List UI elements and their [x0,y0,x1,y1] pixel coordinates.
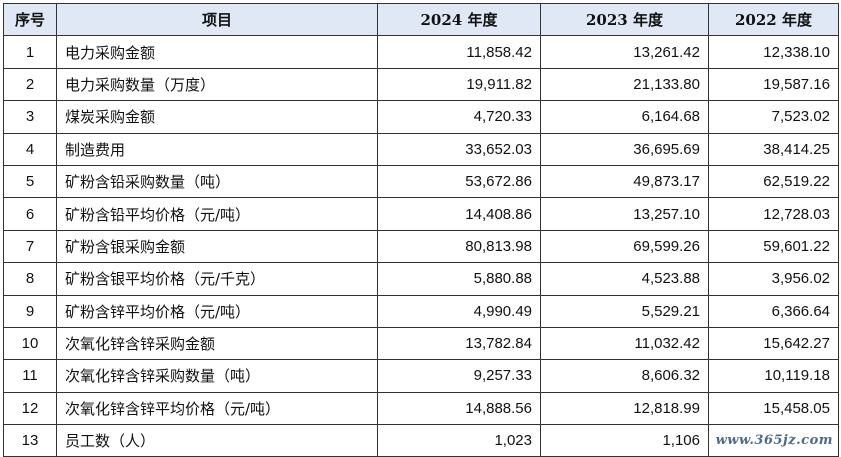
row-2022-cell: 7,523.02 [708,100,839,134]
row-2024-cell: 19,911.82 [377,67,541,102]
table-row: 2 电力采购数量（万度） 19,911.82 21,133.80 19,587.16 [3,67,839,102]
table-row: 12 次氧化锌含锌平均价格（元/吨） 14,888.56 12,818.99 15,45… [3,391,839,426]
row-2024-cell: 13,782.84 [377,326,541,361]
table-row: 8 矿粉含银平均价格（元/千克） 5,880.88 4,523.88 3,956.02 [3,262,839,296]
row-seq-cell: 6 [3,197,57,231]
table-row: 11 次氧化锌含锌采购数量（吨） 9,257.33 8,606.32 10,119.18 [3,359,839,393]
row-seq-cell: 11 [3,359,57,393]
row-2023-cell: 1,106 [540,424,709,457]
table-body: 1 电力采购金额 11,858.42 13,261.42 12,338.10 2 电力采购数… [3,35,839,457]
row-seq-cell: 7 [3,229,57,264]
row-2024-cell: 14,888.56 [377,391,541,426]
row-2024-cell: 11,858.42 [377,35,541,69]
row-seq-cell: 4 [3,132,57,166]
row-2023-cell: 13,257.10 [540,197,709,231]
row-item-cell: 矿粉含银采购金额 [56,229,378,264]
table-row: 10 次氧化锌含锌采购金额 13,782.84 11,032.42 15,642.27 [3,326,839,361]
row-item-cell: 矿粉含锌平均价格（元/吨） [56,294,378,328]
row-2022-cell: 15,642.27 [708,326,839,361]
row-2024-cell: 80,813.98 [377,229,541,264]
row-seq-cell: 13 [3,424,57,457]
row-2023-cell: 4,523.88 [540,262,709,296]
row-item-cell: 矿粉含铅采购数量（吨） [56,164,378,199]
row-item-cell: 电力采购金额 [56,35,378,69]
row-seq-cell: 1 [3,35,57,69]
row-item-cell: 矿粉含铅平均价格（元/吨） [56,197,378,231]
row-item-cell: 煤炭采购金额 [56,100,378,134]
row-2023-cell: 6,164.68 [540,100,709,134]
watermark-text: www.365jz.com [715,433,833,448]
row-seq-cell: 5 [3,164,57,199]
row-2023-cell: 5,529.21 [540,294,709,328]
row-item-cell: 矿粉含银平均价格（元/千克） [56,262,378,296]
row-item-cell: 员工数（人） [56,424,378,457]
header-2024: 2024 年度 [377,2,541,37]
row-seq-cell: 8 [3,262,57,296]
row-2024-cell: 4,990.49 [377,294,541,328]
row-2022-cell: 12,728.03 [708,197,839,231]
row-2023-cell: 36,695.69 [540,132,709,166]
row-2024-cell: 1,023 [377,424,541,457]
row-2024-cell: 14,408.86 [377,197,541,231]
row-item-cell: 次氧化锌含锌平均价格（元/吨） [56,391,378,426]
row-2023-cell: 49,873.17 [540,164,709,199]
row-item-cell: 次氧化锌含锌采购数量（吨） [56,359,378,393]
table-row: 5 矿粉含铅采购数量（吨） 53,672.86 49,873.17 62,519.22 [3,164,839,199]
header-seq: 序号 [3,2,57,37]
row-item-cell: 电力采购数量（万度） [56,67,378,102]
row-2023-cell: 21,133.80 [540,67,709,102]
table-row: 4 制造费用 33,652.03 36,695.69 38,414.25 [3,132,839,166]
row-item-cell: 制造费用 [56,132,378,166]
row-2022-cell: 62,519.22 [708,164,839,199]
row-2023-cell: 11,032.42 [540,326,709,361]
table-row: 7 矿粉含银采购金额 80,813.98 69,599.26 59,601.22 [3,229,839,264]
row-2023-cell: 69,599.26 [540,229,709,264]
row-seq-cell: 9 [3,294,57,328]
table-row: 13 员工数（人） 1,023 1,106 [3,424,839,457]
row-2022-cell: 3,956.02 [708,262,839,296]
row-2024-cell: 4,720.33 [377,100,541,134]
row-seq-cell: 2 [3,67,57,102]
row-seq-cell: 12 [3,391,57,426]
table-row: 3 煤炭采购金额 4,720.33 6,164.68 7,523.02 [3,100,839,134]
row-2022-cell: 38,414.25 [708,132,839,166]
data-table: 序号 项目 2024 年度 2023 年度 2022 年度 1 电力采购金额 11,… [3,2,839,457]
row-2022-cell: 6,366.64 [708,294,839,328]
row-item-cell: 次氧化锌含锌采购金额 [56,326,378,361]
table-row: 6 矿粉含铅平均价格（元/吨） 14,408.86 13,257.10 12,728.0… [3,197,839,231]
row-2022-cell: 12,338.10 [708,35,839,69]
header-2022: 2022 年度 [708,2,839,37]
table-row: 9 矿粉含锌平均价格（元/吨） 4,990.49 5,529.21 6,366.64 [3,294,839,328]
row-seq-cell: 3 [3,100,57,134]
header-2023: 2023 年度 [540,2,709,37]
row-2024-cell: 53,672.86 [377,164,541,199]
header-item: 项目 [56,2,378,37]
row-2023-cell: 12,818.99 [540,391,709,426]
header-row: 序号 项目 2024 年度 2023 年度 2022 年度 [3,2,839,37]
row-2022-cell: 15,458.05 [708,391,839,426]
row-2022-cell: 19,587.16 [708,67,839,102]
table-row: 1 电力采购金额 11,858.42 13,261.42 12,338.10 [3,35,839,69]
row-2024-cell: 33,652.03 [377,132,541,166]
row-2023-cell: 13,261.42 [540,35,709,69]
row-2023-cell: 8,606.32 [540,359,709,393]
row-2022-cell: 10,119.18 [708,359,839,393]
row-2024-cell: 5,880.88 [377,262,541,296]
row-2022-cell: 59,601.22 [708,229,839,264]
row-2024-cell: 9,257.33 [377,359,541,393]
row-seq-cell: 10 [3,326,57,361]
